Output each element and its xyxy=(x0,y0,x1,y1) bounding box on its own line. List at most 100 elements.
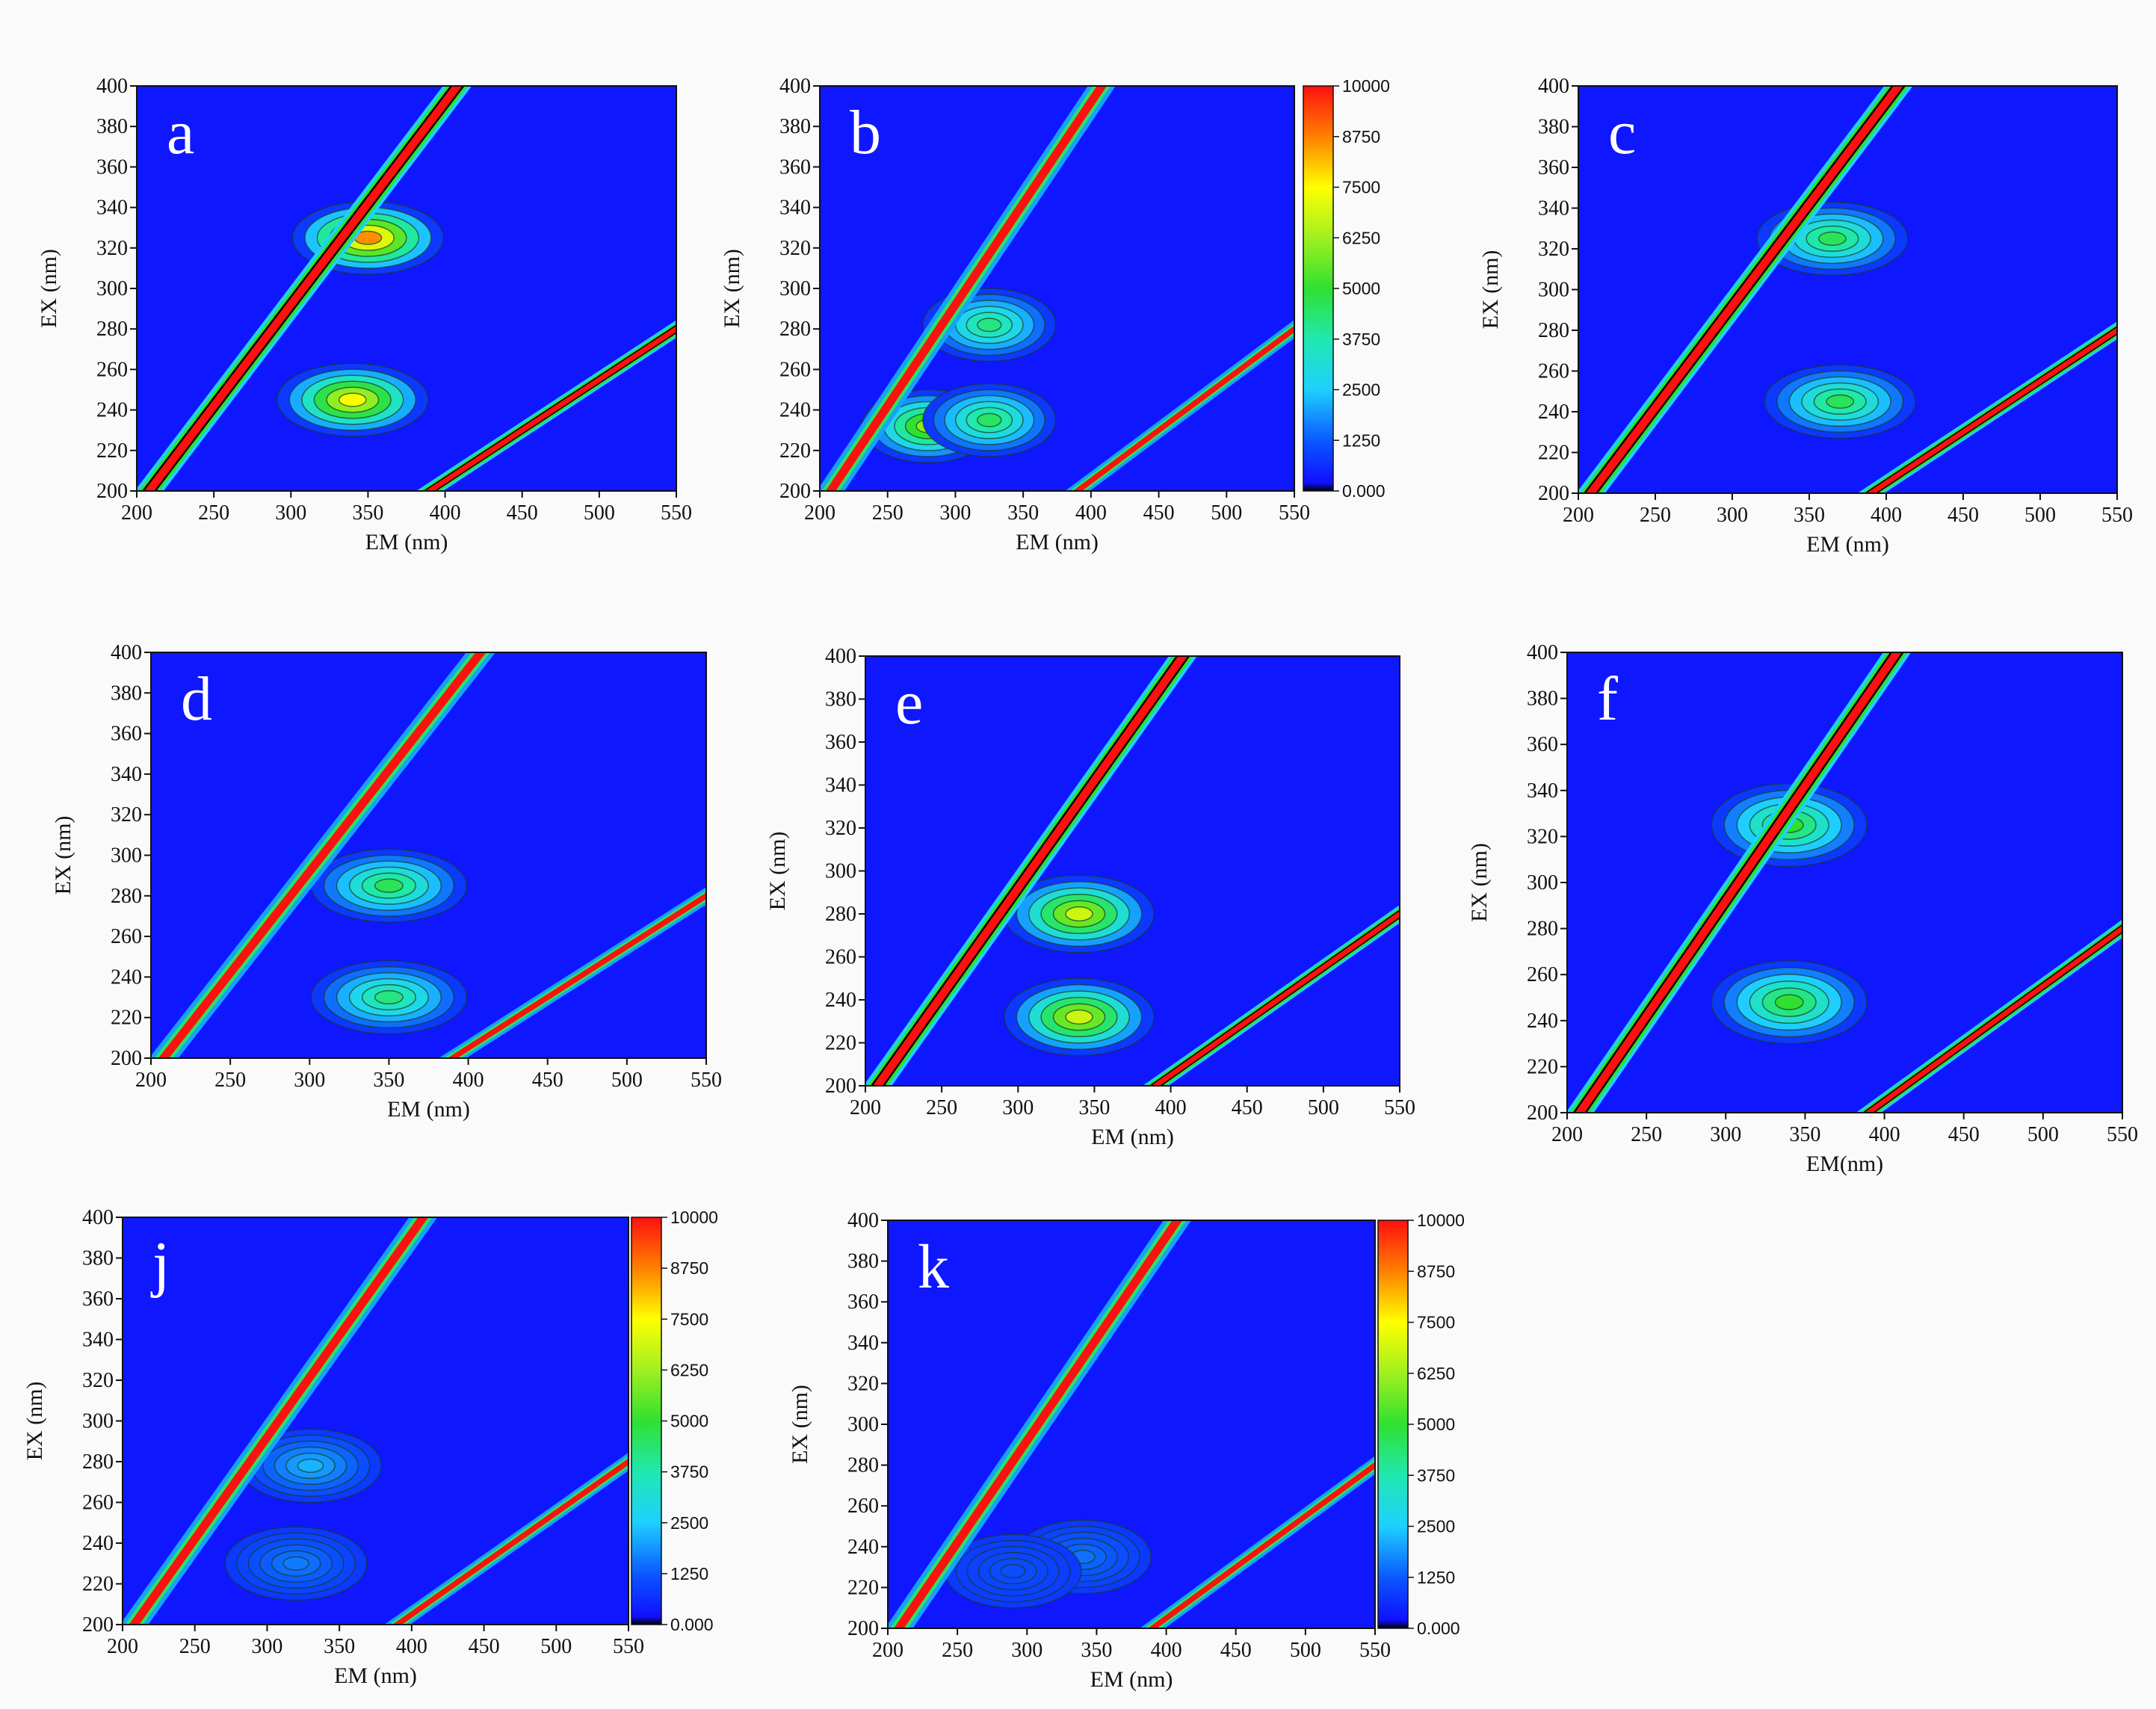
x-tick-label: 300 xyxy=(275,501,306,525)
y-tick-label: 380 xyxy=(111,682,142,705)
peak-contour xyxy=(338,392,367,407)
x-tick-label: 200 xyxy=(1551,1123,1583,1146)
colorbar-tick-label: 2500 xyxy=(1342,380,1380,400)
peak-contour xyxy=(1817,231,1847,246)
x-tick-label: 250 xyxy=(198,501,229,525)
x-tick-label: 200 xyxy=(872,1639,904,1662)
y-tick-label: 400 xyxy=(779,75,811,98)
peak-contour xyxy=(297,1458,324,1474)
x-tick-label: 400 xyxy=(396,1635,427,1658)
peak-b-3 xyxy=(922,383,1057,457)
y-tick-label: 400 xyxy=(96,75,128,98)
y-tick-label: 240 xyxy=(96,399,128,422)
x-tick-label: 550 xyxy=(1359,1639,1391,1662)
y-tick-label: 220 xyxy=(779,439,811,463)
scatter-line xyxy=(1147,1462,1375,1628)
x-tick-label: 400 xyxy=(1075,501,1107,525)
plot-area xyxy=(137,86,676,491)
x-tick-label: 250 xyxy=(214,1069,246,1092)
y-tick-label: 300 xyxy=(779,277,811,300)
y-tick-label: 220 xyxy=(1538,442,1569,465)
y-tick-label: 320 xyxy=(1538,238,1569,261)
y-tick-label: 360 xyxy=(779,155,811,179)
y-axis-label: EX (nm) xyxy=(37,249,61,328)
scatter-line xyxy=(424,326,676,491)
x-tick-label: 500 xyxy=(540,1635,572,1658)
scatter-line xyxy=(894,1220,1183,1628)
y-tick-label: 400 xyxy=(82,1206,114,1229)
y-tick-label: 260 xyxy=(96,358,128,381)
x-axis-label: EM (nm) xyxy=(1090,1667,1173,1692)
y-tick-label: 340 xyxy=(111,763,142,786)
x-tick-label: 450 xyxy=(1232,1096,1263,1119)
panel-letter: d xyxy=(181,664,212,734)
y-tick-label: 200 xyxy=(825,1075,856,1098)
y-tick-label: 240 xyxy=(825,989,856,1012)
x-tick-label: 550 xyxy=(2107,1123,2138,1146)
x-tick-label: 250 xyxy=(179,1635,211,1658)
rayleigh-scatter-second-order xyxy=(1857,321,2117,493)
x-tick-label: 350 xyxy=(352,501,383,525)
x-axis-label: EM (nm) xyxy=(1806,532,1889,557)
x-tick-label: 200 xyxy=(1563,504,1594,527)
y-tick-label: 380 xyxy=(1527,687,1558,711)
peak-k-2 xyxy=(944,1533,1082,1609)
panel-a: 200 250 300 350 400 450 500 550 200 220 240 260 280 3… xyxy=(37,75,692,554)
y-tick-label: 320 xyxy=(96,237,128,260)
y-tick-label: 360 xyxy=(1538,156,1569,179)
peak-contour xyxy=(374,990,404,1005)
y-tick-label: 340 xyxy=(825,774,856,797)
y-tick-label: 360 xyxy=(111,723,142,746)
rayleigh-scatter-first-order xyxy=(151,652,496,1058)
rayleigh-scatter-second-order xyxy=(1140,1456,1375,1628)
x-tick-label: 300 xyxy=(1011,1639,1043,1662)
colorbar-tick-label: 1250 xyxy=(670,1564,708,1583)
rayleigh-scatter-second-order xyxy=(1142,904,1400,1086)
y-tick-label: 200 xyxy=(82,1613,114,1637)
y-tick-label: 380 xyxy=(847,1250,879,1273)
y-tick-label: 380 xyxy=(82,1247,114,1270)
y-axis-label: EX (nm) xyxy=(51,816,75,895)
y-axis-label: EX (nm) xyxy=(22,1382,47,1461)
y-tick-label: 260 xyxy=(825,946,856,969)
y-tick-label: 220 xyxy=(847,1576,879,1599)
x-axis-label: EM (nm) xyxy=(1016,530,1099,554)
colorbar-tick-label: 1250 xyxy=(1342,430,1380,450)
panel-letter: f xyxy=(1597,664,1618,734)
scatter-line xyxy=(1585,86,1904,493)
y-tick-label: 240 xyxy=(779,399,811,422)
y-tick-label: 320 xyxy=(847,1372,879,1395)
colorbar-tick-label: 7500 xyxy=(1417,1313,1455,1332)
colorbar-tick-label: 10000 xyxy=(1342,76,1390,96)
plot-area xyxy=(865,656,1400,1086)
y-tick-label: 300 xyxy=(847,1413,879,1436)
y-tick-label: 220 xyxy=(82,1573,114,1596)
y-tick-label: 260 xyxy=(111,925,142,948)
y-tick-label: 220 xyxy=(111,1007,142,1030)
y-tick-label: 360 xyxy=(96,155,128,179)
y-tick-label: 260 xyxy=(779,358,811,381)
y-tick-label: 400 xyxy=(1538,75,1569,98)
y-axis-label: EX (nm) xyxy=(720,249,744,328)
plot-area xyxy=(1567,652,2122,1113)
y-tick-label: 260 xyxy=(847,1495,879,1518)
x-tick-label: 550 xyxy=(661,501,692,525)
y-tick-label: 360 xyxy=(82,1288,114,1311)
y-axis-label: EX (nm) xyxy=(1478,250,1503,330)
y-tick-label: 380 xyxy=(825,688,856,711)
y-tick-label: 220 xyxy=(1527,1055,1558,1078)
rayleigh-scatter-first-order xyxy=(865,656,1197,1086)
x-tick-label: 400 xyxy=(1151,1639,1182,1662)
x-tick-label: 350 xyxy=(1789,1123,1820,1146)
y-tick-label: 240 xyxy=(847,1536,879,1559)
panel-f: 200 250 300 350 400 450 500 550 200 220 240 260 280 3… xyxy=(1467,641,2138,1176)
x-tick-label: 350 xyxy=(324,1635,355,1658)
rayleigh-scatter-second-order xyxy=(438,887,706,1058)
x-tick-label: 450 xyxy=(1220,1639,1252,1662)
x-tick-label: 350 xyxy=(373,1069,404,1092)
x-tick-label: 400 xyxy=(430,501,461,525)
x-tick-label: 550 xyxy=(1384,1096,1415,1119)
x-tick-label: 500 xyxy=(1290,1639,1321,1662)
x-tick-label: 500 xyxy=(584,501,615,525)
x-axis-label: EM (nm) xyxy=(1091,1125,1174,1149)
